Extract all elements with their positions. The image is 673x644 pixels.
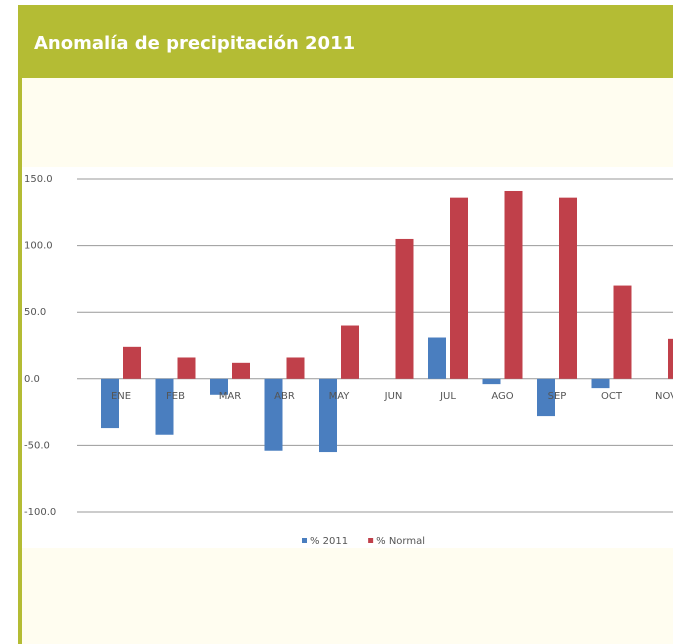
bar [123, 346, 141, 379]
x-tick-label: ABR [274, 391, 295, 402]
x-tick-label: JUN [384, 391, 403, 402]
bar [668, 338, 673, 379]
bar [559, 197, 577, 379]
bar [286, 357, 305, 379]
bar [210, 378, 228, 395]
bar [232, 362, 250, 379]
legend-swatch [302, 538, 307, 543]
y-tick-label: -50.0 [24, 440, 50, 451]
x-tick-label: MAR [219, 391, 241, 402]
x-tick-label: JUL [439, 391, 456, 402]
y-tick-label: 100.0 [24, 241, 53, 252]
bar [504, 190, 523, 379]
bar [450, 197, 468, 379]
x-tick-label: NOV [655, 391, 673, 402]
x-tick-label: FEB [166, 391, 185, 402]
bar [613, 285, 632, 379]
bar [591, 378, 610, 389]
bar [155, 378, 174, 435]
bar [395, 238, 414, 379]
chart-box: 150.0 100.0 50.0 0.0 -50.0 -100.0 ENE FEB MAR ABR… [22, 167, 673, 548]
x-tick-label: SEP [548, 391, 567, 402]
bar [177, 357, 196, 379]
header-title: Anomalía de precipitación 2011 [34, 33, 356, 54]
bar [428, 337, 446, 379]
y-tick-label: 150.0 [24, 174, 53, 185]
x-tick-label: AGO [491, 391, 513, 402]
y-tick-label: 50.0 [24, 307, 46, 318]
header: Anomalía de precipitación 2011 [22, 5, 673, 78]
panel: Anomalía de precipitación 2011 150.0 100.… [18, 5, 673, 644]
bar [101, 378, 119, 429]
legend-label: % 2011 [310, 536, 348, 547]
chart: 150.0 100.0 50.0 0.0 -50.0 -100.0 ENE FEB MAR ABR… [24, 174, 673, 547]
x-tick-label: MAY [329, 391, 351, 402]
bar [482, 378, 501, 385]
bar [264, 378, 283, 451]
y-tick-label: 0.0 [24, 374, 40, 385]
x-tick-label: ENE [111, 391, 131, 402]
x-tick-label: OCT [601, 391, 623, 402]
bar [319, 378, 337, 453]
y-tick-label: -100.0 [24, 507, 56, 518]
legend-label: % Normal [376, 536, 425, 547]
legend-swatch [368, 538, 374, 543]
bar [341, 325, 359, 379]
bar [537, 378, 555, 417]
